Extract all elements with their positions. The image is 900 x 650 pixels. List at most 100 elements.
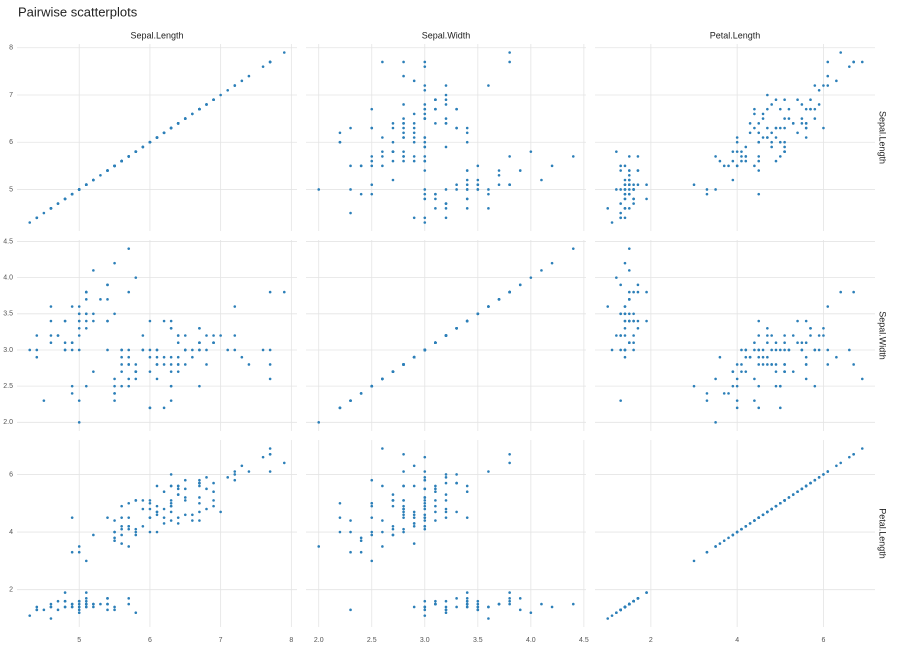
- point: [412, 355, 416, 359]
- point: [113, 377, 116, 381]
- point: [84, 326, 88, 330]
- point: [92, 605, 95, 609]
- point: [623, 605, 627, 609]
- point: [205, 363, 208, 366]
- point: [92, 319, 95, 323]
- point: [619, 608, 622, 612]
- point: [800, 122, 804, 125]
- point: [796, 319, 799, 323]
- point: [317, 188, 321, 191]
- point: [402, 499, 405, 502]
- point: [370, 164, 374, 168]
- point: [219, 510, 222, 514]
- point: [240, 79, 244, 83]
- y-tick-label: 4.0: [3, 274, 13, 281]
- point: [412, 126, 416, 130]
- point: [476, 599, 480, 603]
- point: [757, 122, 761, 125]
- point: [423, 519, 427, 522]
- point: [169, 504, 173, 508]
- point: [349, 164, 352, 168]
- point: [809, 107, 812, 111]
- point: [402, 507, 405, 511]
- y-tick-label: 6: [9, 471, 13, 478]
- point: [247, 74, 251, 78]
- point: [766, 355, 769, 359]
- point: [63, 319, 67, 323]
- point: [804, 484, 808, 488]
- point: [632, 183, 635, 187]
- point: [550, 605, 554, 609]
- point: [381, 530, 384, 534]
- point: [813, 84, 817, 87]
- point: [28, 221, 32, 224]
- point: [169, 126, 173, 130]
- point: [176, 516, 180, 519]
- point: [359, 192, 363, 196]
- point: [476, 605, 480, 609]
- point: [176, 341, 180, 345]
- point: [623, 183, 627, 187]
- point: [205, 103, 208, 106]
- point: [434, 192, 437, 196]
- point: [465, 131, 469, 135]
- point: [92, 269, 95, 272]
- point: [796, 341, 799, 345]
- point: [632, 188, 635, 191]
- point: [434, 599, 437, 603]
- point: [757, 159, 761, 163]
- point: [84, 183, 88, 187]
- point: [84, 384, 88, 388]
- point: [705, 192, 709, 196]
- point: [753, 519, 756, 522]
- point: [391, 527, 395, 531]
- point: [822, 473, 825, 476]
- point: [127, 545, 131, 548]
- x-tick-label: 6: [821, 637, 825, 644]
- point: [636, 326, 640, 330]
- point: [42, 608, 46, 612]
- point: [106, 597, 109, 600]
- point: [198, 348, 201, 352]
- point: [77, 599, 81, 603]
- point: [444, 476, 448, 479]
- point: [731, 370, 735, 373]
- point: [141, 348, 145, 352]
- point: [627, 290, 631, 294]
- point: [155, 504, 159, 508]
- point: [465, 319, 469, 323]
- point: [627, 602, 631, 606]
- point: [718, 159, 722, 163]
- point: [804, 377, 808, 381]
- point: [444, 93, 448, 97]
- point: [826, 348, 830, 352]
- point: [42, 211, 46, 215]
- point: [49, 319, 53, 323]
- point: [134, 276, 138, 279]
- point: [627, 207, 631, 210]
- point: [518, 283, 522, 287]
- point: [791, 370, 795, 373]
- point: [727, 164, 730, 168]
- point: [120, 533, 123, 537]
- point: [391, 159, 395, 163]
- point: [465, 197, 469, 201]
- point: [787, 107, 791, 111]
- point: [92, 178, 95, 182]
- point: [632, 290, 635, 294]
- point: [627, 173, 631, 177]
- point: [714, 188, 717, 191]
- point: [735, 399, 739, 402]
- point: [606, 305, 610, 308]
- point: [740, 159, 743, 163]
- point: [444, 608, 448, 612]
- point: [106, 298, 109, 301]
- point: [731, 178, 735, 182]
- point: [787, 117, 791, 120]
- point: [183, 348, 187, 352]
- point: [370, 155, 374, 158]
- point: [444, 605, 448, 609]
- point: [169, 484, 173, 488]
- point: [412, 155, 416, 158]
- point: [99, 602, 102, 606]
